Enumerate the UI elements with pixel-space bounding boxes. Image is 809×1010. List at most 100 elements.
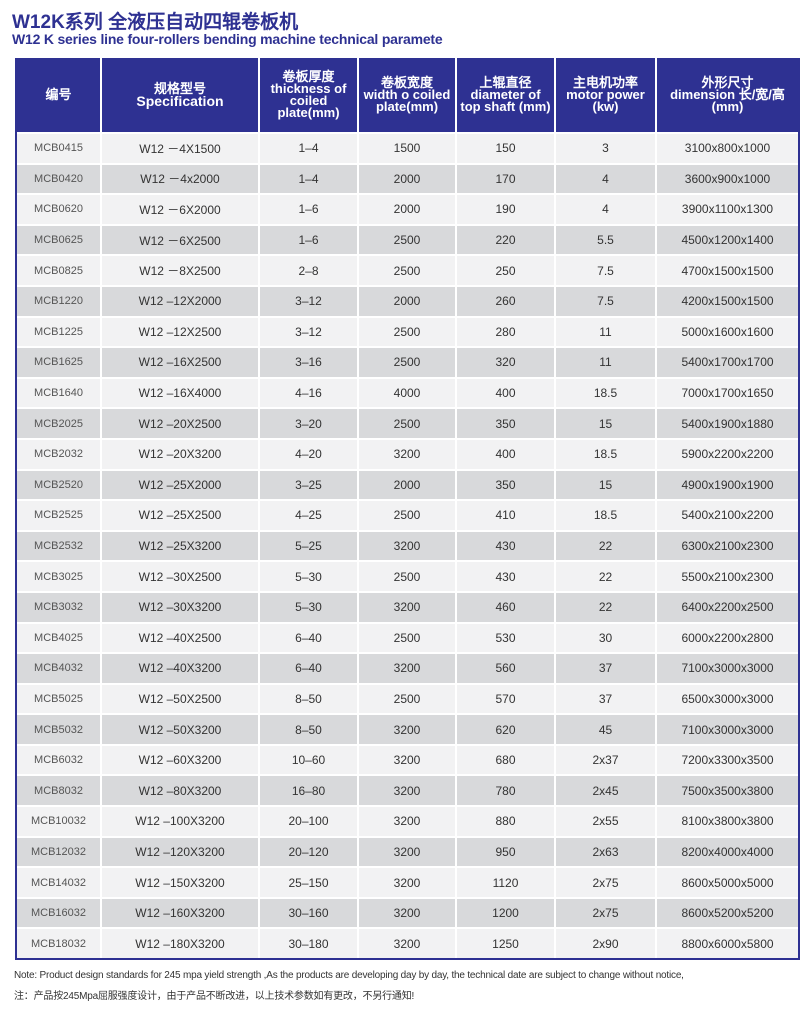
table-cell: 3600x900x1000 — [657, 162, 798, 194]
table-cell: 4 — [556, 193, 657, 224]
table-row: MCB0825 W12 －8X2500 2–8 2500 250 7.5 4700x1500… — [17, 254, 798, 285]
table-cell: 4200x1500x1500 — [657, 284, 798, 316]
table-cell: 460 — [457, 590, 556, 622]
table-row: MCB6032 W12 –60X3200 10–60 3200 680 2x37 7200x… — [17, 743, 798, 775]
table-cell: 10–60 — [260, 743, 359, 775]
table-cell: 3–20 — [260, 407, 359, 438]
table-row: MCB12032 W12 –120X3200 20–120 3200 950 2x63 82… — [17, 835, 798, 867]
title-cn: W12K系列 全液压自动四辊卷板机 — [12, 12, 299, 33]
table-cell: MCB4032 — [17, 652, 102, 683]
table-cell: 6500x3000x3000 — [657, 682, 798, 714]
table-row: MCB0620 W12 －6X2000 1–6 2000 190 4 3900x1100x1… — [17, 193, 798, 224]
table-cell: 190 — [457, 193, 556, 224]
header-cn: 规格型号 — [153, 81, 206, 96]
table-cell: 2000 — [359, 162, 457, 194]
table-cell: 6300x2100x2300 — [657, 529, 798, 561]
table-cell: MCB2520 — [17, 468, 102, 500]
table-cell: 880 — [457, 805, 556, 836]
table-cell: 8800x6000x5800 — [657, 927, 798, 959]
table-cell: 2500 — [359, 621, 457, 653]
table-cell: W12 –25X2000 — [102, 468, 260, 500]
table-cell: 4–20 — [260, 437, 359, 469]
table-cell: 4000 — [359, 376, 457, 408]
table-cell: 3–16 — [260, 346, 359, 377]
table-cell: MCB5025 — [17, 682, 102, 714]
table-cell: 430 — [457, 529, 556, 561]
column-header: 卷板厚度 thickness of coiled plate(mm) — [260, 58, 359, 132]
table-cell: MCB2025 — [17, 407, 102, 438]
table-cell: 6400x2200x2500 — [657, 590, 798, 622]
header-en: thickness of coiled plate(mm) — [270, 81, 347, 120]
table-cell: 3 — [556, 132, 657, 163]
table-row: MCB5032 W12 –50X3200 8–50 3200 620 45 7100x300… — [17, 713, 798, 744]
table-cell: 570 — [457, 682, 556, 714]
table-row: MCB0625 W12 －6X2500 1–6 2500 220 5.5 4500x1200… — [17, 223, 798, 255]
table-cell: 2000 — [359, 284, 457, 316]
table-cell: 2500 — [359, 315, 457, 347]
table-cell: W12 –180X3200 — [102, 927, 260, 959]
table-cell: 950 — [457, 835, 556, 867]
table-cell: 260 — [457, 284, 556, 316]
table-cell: W12 –40X3200 — [102, 652, 260, 683]
table-cell: W12 –25X3200 — [102, 529, 260, 561]
table-cell: 1250 — [457, 927, 556, 959]
table-cell: 680 — [457, 743, 556, 775]
note-en: Note: Product design standards for 245 m… — [14, 970, 684, 981]
table-cell: W12 －6X2000 — [102, 193, 260, 224]
table-cell: 4900x1900x1900 — [657, 468, 798, 500]
table-cell: 3200 — [359, 713, 457, 744]
table-cell: 1–4 — [260, 132, 359, 163]
table-cell: W12 –150X3200 — [102, 866, 260, 897]
table-cell: 430 — [457, 560, 556, 591]
table-cell: MCB1640 — [17, 376, 102, 408]
table-cell: 2–8 — [260, 254, 359, 285]
header-cn: 卷板宽度 — [380, 75, 433, 90]
table-cell: 18.5 — [556, 437, 657, 469]
table-cell: 4500x1200x1400 — [657, 223, 798, 255]
table-cell: W12 –160X3200 — [102, 896, 260, 928]
table-row: MCB4025 W12 –40X2500 6–40 2500 530 30 6000x220… — [17, 621, 798, 653]
header-en: Specification — [136, 93, 224, 109]
table-cell: 4–25 — [260, 499, 359, 530]
table-cell: 8600x5200x5200 — [657, 896, 798, 928]
table-cell: MCB0620 — [17, 193, 102, 224]
table-cell: W12 －4X1500 — [102, 132, 260, 163]
table-cell: 3–25 — [260, 468, 359, 500]
table-cell: 4 — [556, 162, 657, 194]
table-cell: 4–16 — [260, 376, 359, 408]
table-cell: 780 — [457, 774, 556, 806]
table-cell: 7100x3000x3000 — [657, 652, 798, 683]
table-cell: 20–120 — [260, 835, 359, 867]
table-cell: MCB3025 — [17, 560, 102, 591]
table-row: MCB0415 W12 －4X1500 1–4 1500 150 3 3100x800x10… — [17, 132, 798, 163]
table-cell: W12 –12X2000 — [102, 284, 260, 316]
table-cell: 18.5 — [556, 376, 657, 408]
table-cell: W12 －8X2500 — [102, 254, 260, 285]
table-cell: MCB1225 — [17, 315, 102, 347]
table-cell: 2x75 — [556, 896, 657, 928]
column-header: 外形尺寸 dimension 长/宽/高 (mm) — [657, 58, 798, 132]
table-row: MCB2525 W12 –25X2500 4–25 2500 410 18.5 5400x2… — [17, 499, 798, 530]
table-cell: MCB8032 — [17, 774, 102, 806]
table-cell: 8200x4000x4000 — [657, 835, 798, 867]
table-cell: 5–30 — [260, 560, 359, 591]
table-cell: W12 –25X2500 — [102, 499, 260, 530]
table-cell: MCB1625 — [17, 346, 102, 377]
table-cell: 620 — [457, 713, 556, 744]
table-cell: 3200 — [359, 437, 457, 469]
table-cell: W12 –16X2500 — [102, 346, 260, 377]
table-cell: 7000x1700x1650 — [657, 376, 798, 408]
title-en: W12 K series line four-rollers bending m… — [12, 31, 443, 47]
table-cell: 20–100 — [260, 805, 359, 836]
table-row: MCB1220 W12 –12X2000 3–12 2000 260 7.5 4200x15… — [17, 284, 798, 316]
table-cell: 250 — [457, 254, 556, 285]
table-cell: 2500 — [359, 254, 457, 285]
table-cell: 220 — [457, 223, 556, 255]
table-row: MCB16032 W12 –160X3200 30–160 3200 1200 2x75 8… — [17, 896, 798, 928]
table-cell: W12 –30X3200 — [102, 590, 260, 622]
table-cell: 2000 — [359, 193, 457, 224]
table-cell: 8–50 — [260, 713, 359, 744]
table-row: MCB1225 W12 –12X2500 3–12 2500 280 11 5000x160… — [17, 315, 798, 347]
table-cell: W12 –20X3200 — [102, 437, 260, 469]
header-en: width o coiled plate(mm) — [363, 87, 451, 114]
